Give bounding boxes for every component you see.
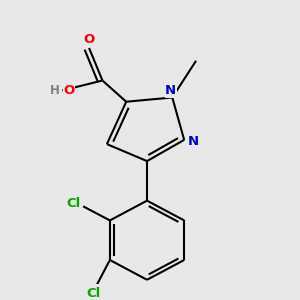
Text: N: N [165, 84, 176, 97]
Text: O: O [83, 33, 95, 46]
Text: Cl: Cl [67, 197, 81, 210]
Text: H: H [50, 84, 60, 97]
Text: N: N [188, 135, 199, 148]
Text: Cl: Cl [86, 287, 101, 300]
Text: O: O [63, 84, 74, 97]
